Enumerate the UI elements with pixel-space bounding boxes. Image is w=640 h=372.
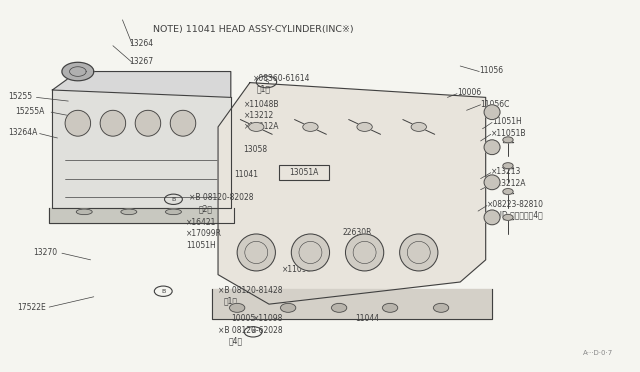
Circle shape [303,122,318,131]
Text: 11056: 11056 [479,66,504,75]
Text: STUD スタッド（4）: STUD スタッド（4） [487,210,543,219]
Circle shape [248,122,264,131]
Polygon shape [212,289,492,319]
Ellipse shape [237,234,275,271]
Text: （2）: （2） [199,204,213,214]
Text: ×08223-82810: ×08223-82810 [487,200,544,209]
Text: 22630R: 22630R [343,228,372,237]
Ellipse shape [484,175,500,190]
Text: 11041: 11041 [234,170,258,179]
Text: （1）: （1） [256,85,270,94]
Circle shape [433,304,449,312]
Polygon shape [52,71,231,97]
Text: 13264A: 13264A [8,128,37,137]
Ellipse shape [65,110,91,136]
Text: B: B [251,329,255,334]
Text: ×B 08120-82028: ×B 08120-82028 [189,193,254,202]
Text: ×16421: ×16421 [186,218,216,227]
Text: 11051H: 11051H [186,241,216,250]
Text: ×11048B: ×11048B [244,100,279,109]
Ellipse shape [76,209,92,215]
Text: B: B [161,289,165,294]
Ellipse shape [484,140,500,155]
Ellipse shape [484,105,500,119]
Circle shape [357,122,372,131]
Text: 17522E: 17522E [17,302,46,312]
Text: ×08360-61614: ×08360-61614 [253,74,310,83]
Circle shape [503,137,513,143]
Ellipse shape [399,234,438,271]
Circle shape [411,122,426,131]
Ellipse shape [100,110,125,136]
Text: 13270: 13270 [33,248,58,257]
Circle shape [332,304,347,312]
Circle shape [230,304,245,312]
Text: A···D·0·7: A···D·0·7 [583,350,613,356]
Text: ×11099: ×11099 [282,265,312,274]
Circle shape [280,304,296,312]
Text: ×13212: ×13212 [244,110,274,120]
Text: 13267: 13267 [129,57,153,66]
Text: 11044: 11044 [355,314,379,323]
Ellipse shape [346,234,384,271]
Circle shape [62,62,94,81]
Text: 10005: 10005 [231,314,255,323]
Text: 11051H: 11051H [492,117,522,126]
Text: 15255: 15255 [8,92,32,101]
Ellipse shape [291,234,330,271]
Ellipse shape [170,110,196,136]
Text: ×13213: ×13213 [491,167,521,176]
Text: NOTE) 11041 HEAD ASSY-CYLINDER(INC※): NOTE) 11041 HEAD ASSY-CYLINDER(INC※) [153,25,353,33]
Circle shape [503,189,513,195]
Text: S: S [264,79,269,85]
Polygon shape [49,208,234,223]
Text: ×17099R: ×17099R [186,230,222,238]
Circle shape [503,163,513,169]
Polygon shape [52,90,231,208]
Text: 13051A: 13051A [289,168,319,177]
Text: 11056C: 11056C [481,100,510,109]
Text: 15255A: 15255A [15,107,45,116]
Text: ×13212A: ×13212A [244,122,279,131]
Text: （4）: （4） [228,337,243,346]
Text: ×B 08120-62028: ×B 08120-62028 [218,326,283,335]
Ellipse shape [166,209,181,215]
Polygon shape [218,83,486,304]
Ellipse shape [135,110,161,136]
Ellipse shape [121,209,137,215]
Circle shape [383,304,397,312]
Text: ×B 08120-81428: ×B 08120-81428 [218,286,282,295]
Circle shape [503,214,513,220]
Text: B: B [172,197,175,202]
Text: ×11051B: ×11051B [491,129,526,138]
Text: 10006: 10006 [457,89,481,97]
Text: 13058: 13058 [244,145,268,154]
Text: ×11098: ×11098 [253,314,284,323]
Ellipse shape [484,210,500,225]
Text: （1）: （1） [223,297,237,306]
Text: 13264: 13264 [129,39,153,48]
Text: ×13212A: ×13212A [491,179,526,188]
